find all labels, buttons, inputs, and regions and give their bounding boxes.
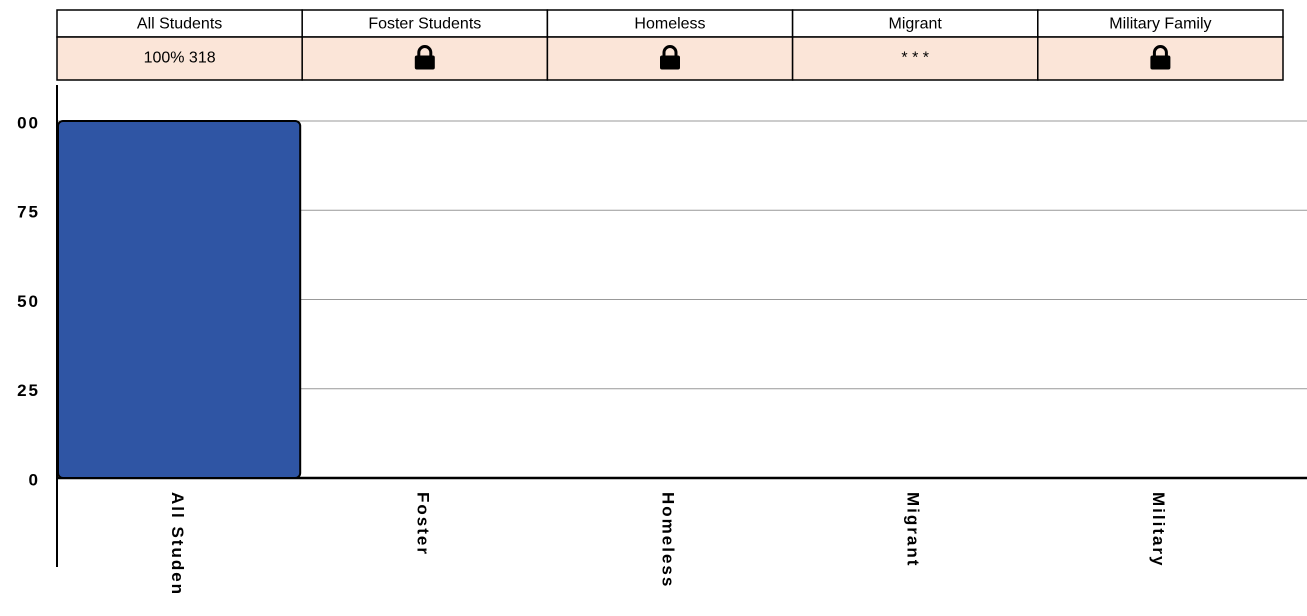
x-tick-label: Homeless (659, 492, 678, 588)
y-tick-label: 00 (17, 113, 40, 132)
lock-icon (1152, 45, 1168, 57)
lock-icon-body (414, 55, 435, 70)
data-cell (56, 36, 303, 81)
y-tick-label: 25 (17, 381, 40, 400)
header-text: Homeless (634, 16, 705, 33)
x-tick-label: Migrant (904, 492, 923, 567)
header-text: Military Family (1109, 16, 1211, 33)
y-tick-label: 50 (17, 292, 40, 311)
lock-icon (417, 45, 433, 57)
x-tick-label: Foster (413, 492, 432, 556)
header-text: All Students (137, 16, 222, 33)
data-cell (791, 36, 1039, 81)
bar (57, 120, 302, 479)
lock-icon (662, 45, 678, 57)
x-tick-label: All Studen (168, 492, 187, 596)
header-cell (791, 9, 1039, 38)
header-cell (56, 9, 303, 38)
cell-text: 100% 318 (144, 50, 216, 67)
lock-icon-body (1150, 55, 1171, 70)
header-text: Migrant (889, 16, 943, 33)
cell-text: * * * (901, 50, 929, 67)
lock-icon-body (660, 55, 680, 70)
x-tick-label: Military (1149, 492, 1168, 568)
data-cell (1037, 36, 1284, 81)
y-tick-label: 75 (17, 203, 40, 222)
y-tick-label: 0 (29, 470, 40, 489)
header-text: Foster Students (368, 16, 481, 33)
